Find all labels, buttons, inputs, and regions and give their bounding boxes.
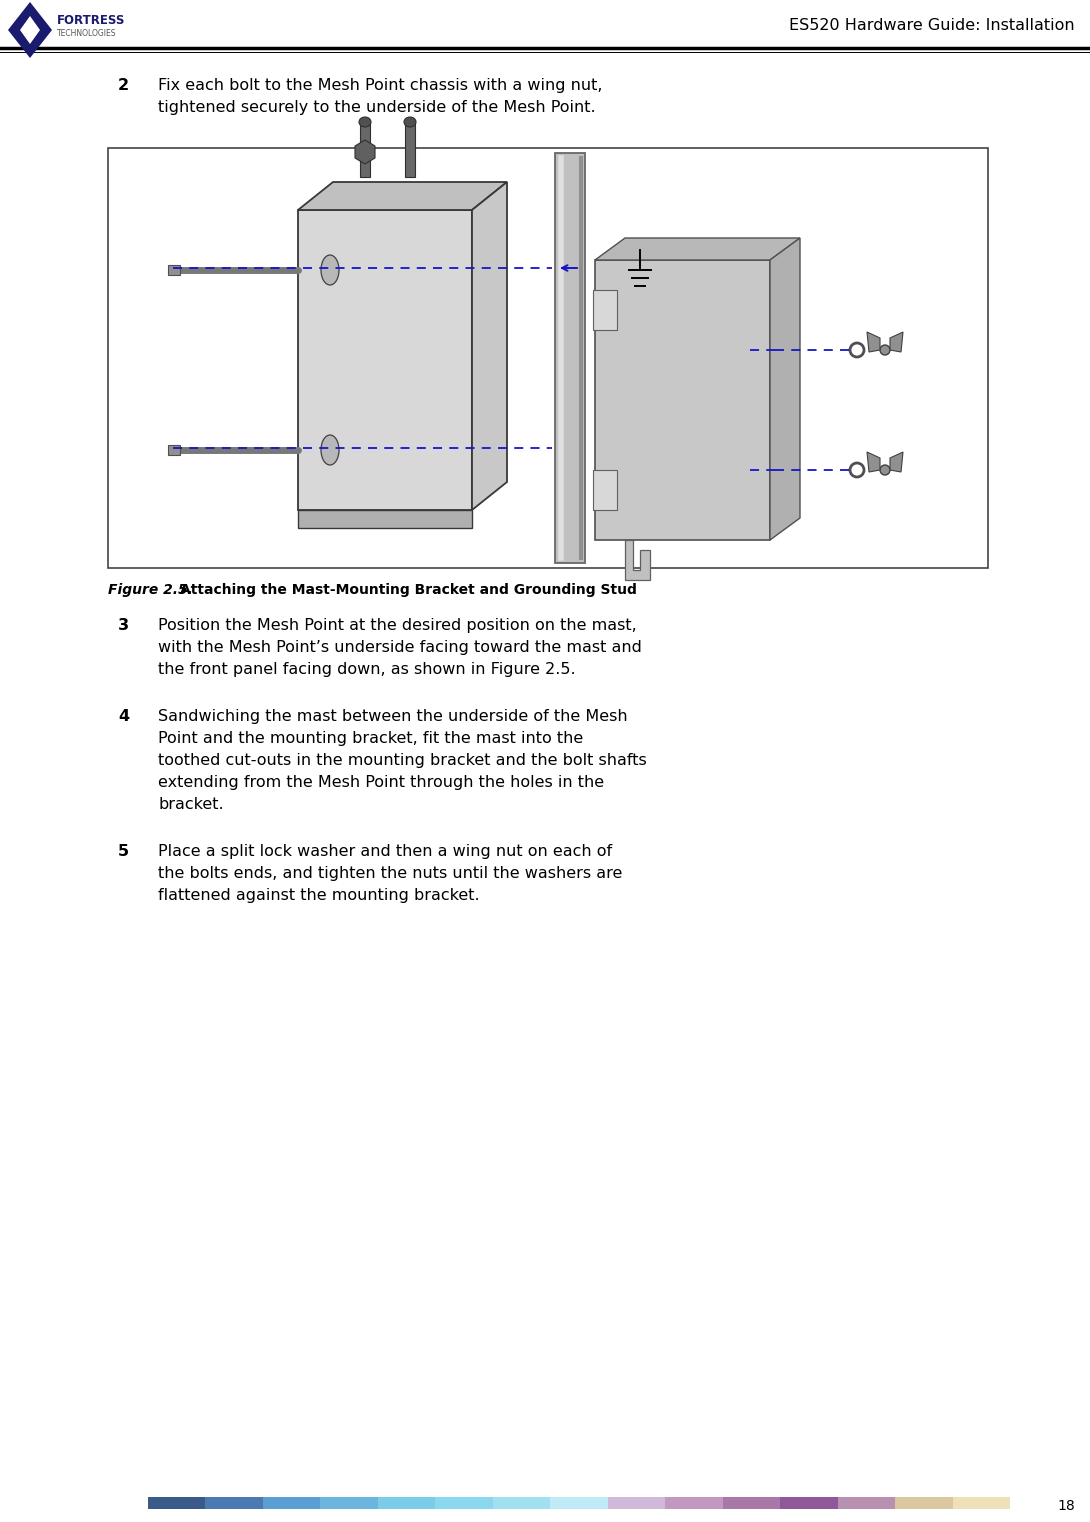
Text: 4: 4 [118, 709, 129, 724]
Text: TECHNOLOGIES: TECHNOLOGIES [57, 29, 117, 38]
Bar [555, 154, 585, 563]
Bar [263, 1498, 320, 1508]
Bar [148, 1498, 206, 1508]
Bar [895, 1498, 953, 1508]
Polygon shape [867, 332, 880, 352]
Bar [780, 1498, 837, 1508]
Polygon shape [593, 291, 617, 330]
Bar [550, 1498, 608, 1508]
Text: Fix each bolt to the Mesh Point chassis with a wing nut,: Fix each bolt to the Mesh Point chassis … [158, 78, 603, 93]
Bar [168, 444, 180, 455]
Text: Point and the mounting bracket, fit the mast into the: Point and the mounting bracket, fit the … [158, 731, 583, 746]
Bar [405, 122, 415, 177]
Text: FORTRESS: FORTRESS [57, 14, 125, 26]
Bar [723, 1498, 780, 1508]
Bar [360, 122, 370, 177]
Polygon shape [8, 2, 52, 58]
Ellipse shape [320, 256, 339, 285]
Polygon shape [891, 332, 903, 352]
Bar [378, 1498, 435, 1508]
Text: extending from the Mesh Point through the holes in the: extending from the Mesh Point through th… [158, 775, 604, 790]
Bar [108, 148, 988, 568]
Polygon shape [20, 17, 40, 44]
Text: Attaching the Mast-Mounting Bracket and Grounding Stud: Attaching the Mast-Mounting Bracket and … [180, 583, 637, 597]
Polygon shape [770, 237, 800, 540]
Bar [953, 1498, 1010, 1508]
Bar [665, 1498, 723, 1508]
Polygon shape [625, 540, 650, 580]
Text: Place a split lock washer and then a wing nut on each of: Place a split lock washer and then a win… [158, 845, 613, 858]
Polygon shape [595, 260, 770, 540]
Text: 2: 2 [118, 78, 129, 93]
Text: toothed cut-outs in the mounting bracket and the bolt shafts: toothed cut-outs in the mounting bracket… [158, 753, 646, 769]
Bar [837, 1498, 895, 1508]
Polygon shape [298, 183, 507, 210]
Ellipse shape [404, 117, 416, 126]
Bar [608, 1498, 665, 1508]
Polygon shape [891, 452, 903, 472]
Polygon shape [298, 210, 472, 510]
Bar [206, 1498, 263, 1508]
Bar [168, 265, 180, 275]
Bar [435, 1498, 493, 1508]
Text: 5: 5 [118, 845, 129, 858]
Text: 3: 3 [118, 618, 129, 633]
Bar [320, 1498, 378, 1508]
Text: Position the Mesh Point at the desired position on the mast,: Position the Mesh Point at the desired p… [158, 618, 637, 633]
Polygon shape [595, 237, 800, 260]
Polygon shape [867, 452, 880, 472]
Polygon shape [355, 140, 375, 164]
Text: flattened against the mounting bracket.: flattened against the mounting bracket. [158, 887, 480, 903]
Text: Sandwiching the mast between the underside of the Mesh: Sandwiching the mast between the undersi… [158, 709, 628, 724]
Ellipse shape [320, 435, 339, 466]
Polygon shape [298, 510, 472, 528]
Text: tightened securely to the underside of the Mesh Point.: tightened securely to the underside of t… [158, 100, 595, 116]
Text: ES520 Hardware Guide: Installation: ES520 Hardware Guide: Installation [789, 17, 1075, 32]
Text: 18: 18 [1057, 1499, 1075, 1513]
Ellipse shape [880, 345, 891, 355]
Text: the bolts ends, and tighten the nuts until the washers are: the bolts ends, and tighten the nuts unt… [158, 866, 622, 881]
Bar [493, 1498, 550, 1508]
Text: the front panel facing down, as shown in Figure 2.5.: the front panel facing down, as shown in… [158, 662, 576, 677]
Text: Figure 2.5.: Figure 2.5. [108, 583, 193, 597]
Ellipse shape [359, 117, 371, 126]
Polygon shape [472, 183, 507, 510]
Polygon shape [593, 470, 617, 510]
Text: bracket.: bracket. [158, 798, 223, 813]
Text: with the Mesh Point’s underside facing toward the mast and: with the Mesh Point’s underside facing t… [158, 639, 642, 654]
Ellipse shape [880, 466, 891, 475]
